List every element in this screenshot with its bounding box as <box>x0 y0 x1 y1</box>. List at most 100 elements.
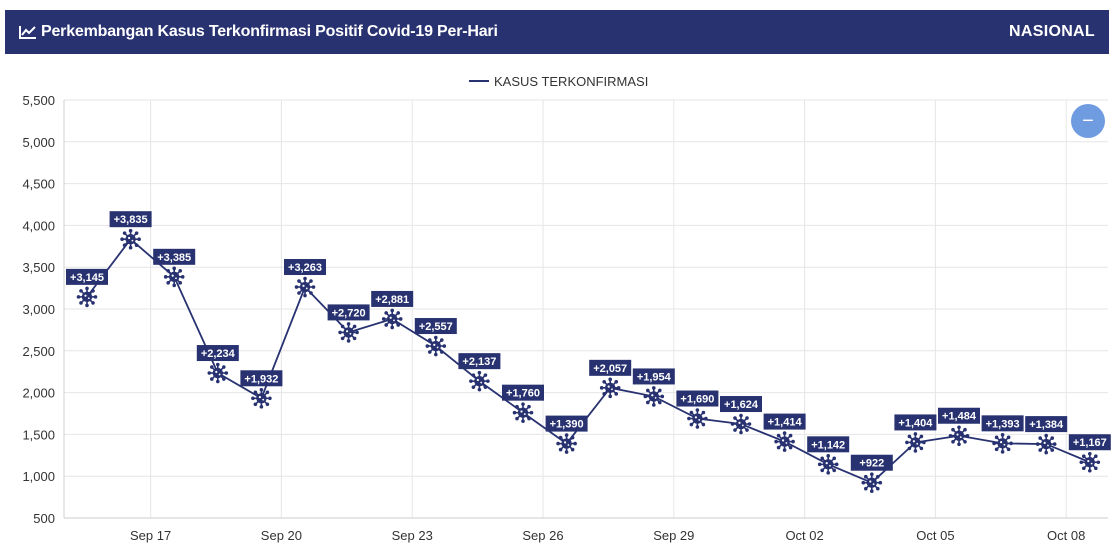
virus-spike-tip <box>733 428 737 432</box>
data-label: +1,384 <box>1029 419 1064 431</box>
virus-spike-tip <box>788 445 793 450</box>
virus-spike-tip <box>222 377 226 381</box>
virus-spike-tip <box>948 433 953 438</box>
virus-body <box>779 436 790 447</box>
virus-spike-tip <box>527 416 531 421</box>
virus-icon <box>1079 451 1101 473</box>
x-tick-label: Sep 17 <box>130 528 171 543</box>
virus-dot <box>611 388 613 391</box>
virus-dot <box>1087 459 1090 463</box>
virus-icon <box>120 228 141 250</box>
virus-dot <box>1003 443 1006 446</box>
virus-icon <box>163 266 185 288</box>
data-label-box <box>632 368 675 385</box>
virus-dot <box>651 394 654 397</box>
virus-body <box>81 291 93 303</box>
data-label: +922 <box>859 458 884 470</box>
data-label-box <box>458 353 501 370</box>
virus-spike-tip <box>355 330 359 335</box>
virus-icon <box>992 433 1013 454</box>
virus-spike-tip <box>384 311 388 315</box>
virus-spike-tip <box>311 285 316 289</box>
data-label-box <box>1025 416 1068 433</box>
virus-spike-tip <box>658 400 662 405</box>
virus-dot <box>175 277 177 280</box>
virus-body <box>299 281 311 293</box>
virus-spike-tip <box>352 324 357 329</box>
virus-dot <box>785 442 788 444</box>
y-tick-label: 2,500 <box>22 344 55 359</box>
virus-body <box>866 477 877 488</box>
legend: KASUS TERKONFIRMASI <box>469 74 648 89</box>
virus-spike-tip <box>907 434 912 439</box>
data-label-box <box>938 407 980 424</box>
data-label: +2,881 <box>375 294 409 306</box>
virus-spike-tip <box>85 303 89 308</box>
data-label: +1,414 <box>768 417 803 429</box>
data-label-box <box>807 436 850 453</box>
virus-spike-tip <box>180 275 185 279</box>
data-label: +2,137 <box>462 356 496 368</box>
virus-spike-tip <box>178 281 183 285</box>
virus-spike-tip <box>832 468 837 473</box>
virus-dot <box>825 462 828 465</box>
virus-spike-tip <box>85 286 89 291</box>
virus-icon <box>207 362 229 384</box>
y-tick-label: 4,500 <box>22 177 55 192</box>
virus-spike-tip <box>994 447 999 452</box>
virus-dot <box>829 464 831 467</box>
virus-spike-tip <box>913 432 918 436</box>
virus-spike-tip <box>381 317 386 321</box>
virus-spike-tip <box>1044 433 1048 438</box>
virus-spike-tip <box>558 435 563 440</box>
virus-body <box>430 340 441 352</box>
data-label: +2,057 <box>593 363 627 375</box>
virus-spike-tip <box>863 474 868 479</box>
x-tick-label: Sep 26 <box>522 528 563 543</box>
virus-spike-tip <box>602 392 606 396</box>
virus-icon <box>1035 433 1057 455</box>
virus-spike-tip <box>701 410 706 415</box>
virus-dot <box>916 442 919 445</box>
y-tick-label: 1,500 <box>22 427 55 442</box>
zoom-out-button[interactable]: − <box>1071 104 1105 138</box>
virus-spike-tip <box>704 416 708 421</box>
virus-spike-tip <box>745 428 749 432</box>
virus-dot <box>258 395 261 399</box>
virus-body <box>953 430 965 441</box>
virus-icon <box>905 432 926 453</box>
data-label-box <box>196 345 239 362</box>
virus-body <box>125 233 136 245</box>
data-label: +2,234 <box>201 348 236 360</box>
virus-spike-tip <box>658 388 662 393</box>
virus-icon <box>730 413 752 435</box>
virus-spike-tip <box>905 440 909 445</box>
virus-spike-tip <box>558 447 563 452</box>
virus-spike-tip <box>346 322 351 326</box>
data-label: +3,385 <box>157 252 191 264</box>
virus-icon <box>338 322 359 343</box>
data-label-box <box>240 370 283 387</box>
virus-spike-tip <box>776 445 781 450</box>
virus-spike-tip <box>832 456 837 461</box>
virus-spike-tip <box>91 289 95 293</box>
x-tick-label: Sep 23 <box>392 528 433 543</box>
virus-spike-tip <box>338 330 342 335</box>
virus-icon <box>817 454 839 475</box>
virus-spike-tip <box>878 480 883 485</box>
virus-spike-tip <box>471 385 476 389</box>
virus-dot <box>302 284 305 287</box>
virus-spike-tip <box>826 471 830 475</box>
virus-spike-tip <box>442 344 447 348</box>
virus-spike-tip <box>222 365 226 369</box>
virus-spike-tip <box>570 447 575 452</box>
virus-spike-tip <box>1050 436 1055 440</box>
virus-spike-tip <box>1000 433 1005 437</box>
virus-spike-tip <box>172 283 176 288</box>
virus-spike-tip <box>390 325 394 330</box>
virus-spike-tip <box>398 317 403 321</box>
virus-spike-tip <box>134 231 139 235</box>
virus-spike-tip <box>76 295 81 299</box>
virus-spike-tip <box>652 386 656 390</box>
virus-spike-tip <box>166 281 170 285</box>
